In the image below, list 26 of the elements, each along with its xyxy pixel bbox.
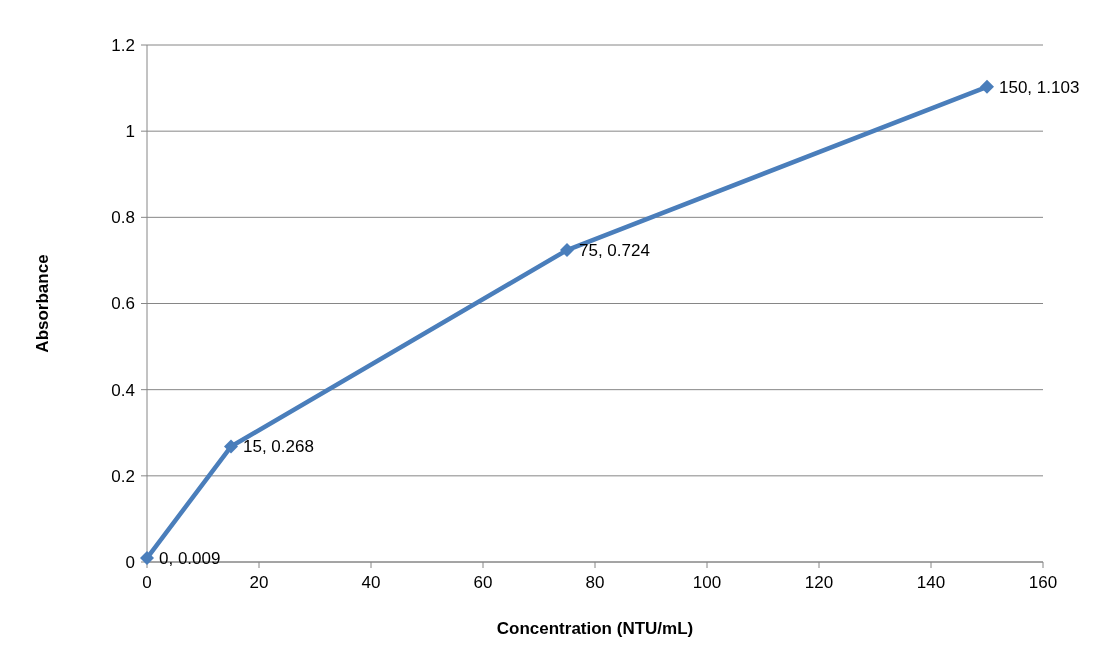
point bbox=[140, 551, 154, 566]
point bbox=[224, 439, 238, 454]
y-tick-label: 0 bbox=[125, 552, 135, 572]
y-tick-label: 0.4 bbox=[111, 380, 135, 400]
y-tick-label: 1.2 bbox=[111, 35, 135, 55]
x-tick-label: 80 bbox=[585, 573, 605, 592]
data-label: 75, 0.724 bbox=[579, 241, 650, 261]
x-tick-label: 100 bbox=[692, 573, 722, 592]
x-tick-label: 20 bbox=[249, 573, 269, 592]
point bbox=[980, 79, 994, 94]
x-tick-label: 0 bbox=[142, 573, 152, 592]
y-tick-label: 0.2 bbox=[111, 466, 135, 486]
x-tick-label: 40 bbox=[361, 573, 381, 592]
y-tick-label: 1 bbox=[125, 122, 135, 142]
x-tick-label: 160 bbox=[1028, 573, 1058, 592]
y-tick-label: 0.6 bbox=[111, 294, 135, 314]
x-tick-label: 120 bbox=[804, 573, 834, 592]
y-axis-title: Absorbance bbox=[33, 254, 52, 353]
data-label: 15, 0.268 bbox=[243, 437, 314, 457]
x-tick-label: 140 bbox=[916, 573, 946, 592]
data-label: 0, 0.009 bbox=[159, 549, 221, 569]
data-label: 150, 1.103 bbox=[999, 77, 1080, 97]
x-tick-label: 60 bbox=[473, 573, 493, 592]
point bbox=[560, 243, 574, 258]
x-axis-title: Concentration (NTU/mL) bbox=[496, 619, 694, 638]
y-tick-label: 0.8 bbox=[111, 208, 135, 228]
